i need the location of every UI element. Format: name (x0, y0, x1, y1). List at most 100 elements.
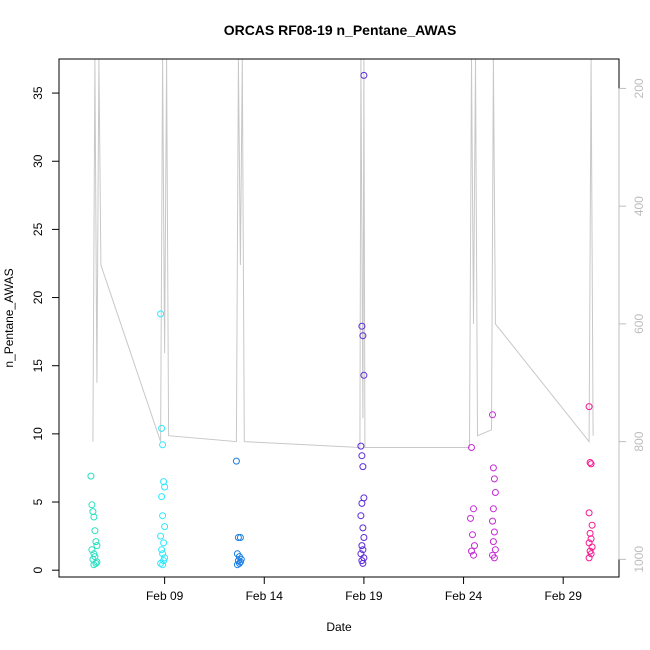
data-point (159, 561, 167, 569)
data-points (87, 71, 596, 569)
data-point (157, 532, 165, 540)
data-point (159, 512, 167, 520)
series-6 (585, 403, 596, 562)
data-point (235, 559, 243, 567)
x-tick-label: Feb 14 (246, 589, 284, 603)
data-point (358, 322, 366, 330)
y-tick-label: 25 (31, 222, 45, 236)
data-point (489, 505, 497, 513)
y-tick-label: 5 (31, 498, 45, 505)
data-point (157, 559, 165, 567)
data-point (585, 403, 593, 411)
data-point (159, 550, 167, 558)
background-trace (92, 58, 594, 449)
data-point (587, 550, 595, 558)
data-point (359, 332, 367, 340)
data-point (358, 452, 366, 460)
data-point (587, 535, 595, 543)
series-1 (87, 472, 101, 569)
x-tick-label: Feb 29 (545, 589, 583, 603)
data-point (490, 554, 498, 562)
data-point (360, 71, 368, 79)
y-axis-left: 0 5 10 15 20 25 30 35 (31, 86, 60, 574)
data-point (586, 459, 594, 466)
data-point (91, 527, 99, 535)
data-point (490, 475, 498, 483)
data-point (233, 561, 241, 569)
data-point (157, 310, 165, 318)
y-tick-label: 0 (31, 567, 45, 574)
y-tick-label: 15 (31, 359, 45, 373)
chart-title: ORCAS RF08-19 n_Pentane_AWAS (224, 22, 457, 38)
data-point (360, 371, 368, 379)
data-point (87, 472, 95, 480)
data-point (92, 559, 100, 567)
data-point (491, 489, 499, 496)
data-point (359, 546, 367, 554)
data-point (588, 543, 596, 551)
data-point (489, 538, 497, 546)
data-point (158, 546, 166, 554)
y2-tick-label: 800 (632, 431, 646, 451)
data-point (585, 554, 593, 562)
data-point (232, 457, 240, 465)
series-3 (232, 457, 245, 569)
y2-tick-label: 400 (632, 196, 646, 216)
data-point (489, 464, 497, 472)
x-tick-label: Feb 19 (345, 589, 383, 603)
data-point (159, 441, 167, 449)
data-point (359, 463, 367, 471)
data-point (236, 534, 244, 541)
series-4 (357, 71, 368, 567)
x-tick-label: Feb 09 (146, 589, 184, 603)
data-point (358, 499, 366, 507)
data-point (93, 542, 101, 550)
background-trace-line (92, 58, 594, 449)
data-point (357, 512, 365, 520)
data-point (587, 460, 595, 468)
data-point (158, 493, 166, 501)
y2-tick-label: 200 (632, 78, 646, 98)
y2-tick-label: 1000 (632, 546, 646, 573)
data-point (468, 444, 475, 451)
data-point (491, 546, 499, 554)
y-axis-label: n_Pentane_AWAS (2, 268, 16, 367)
y-tick-label: 20 (31, 291, 45, 305)
x-tick-label: Feb 24 (445, 589, 483, 603)
data-point (489, 411, 496, 419)
data-point (158, 424, 166, 432)
series-2 (157, 310, 169, 569)
data-point (359, 524, 367, 532)
data-point (588, 521, 596, 529)
data-point (471, 542, 478, 550)
data-point (469, 531, 476, 539)
y-axis-right: 200 400 600 800 1000 (618, 78, 646, 573)
x-axis: Feb 09 Feb 14 Feb 19 Feb 24 Feb 29 (146, 576, 583, 603)
data-point (357, 442, 365, 450)
data-point (468, 547, 475, 555)
y2-tick-label: 600 (632, 314, 646, 334)
data-point (470, 505, 477, 513)
data-point (490, 528, 498, 536)
series-5 (467, 411, 499, 562)
y-tick-label: 30 (31, 154, 45, 168)
data-point (470, 551, 477, 559)
data-point (360, 534, 368, 541)
data-point (90, 513, 98, 521)
x-axis-label: Date (326, 620, 352, 634)
data-point (358, 542, 366, 550)
y-tick-label: 10 (31, 427, 45, 441)
data-point (161, 523, 169, 531)
data-point (90, 561, 98, 569)
y-tick-label: 35 (31, 86, 45, 100)
data-point (92, 538, 100, 546)
data-point (88, 501, 96, 509)
data-point (489, 517, 496, 525)
data-point (467, 514, 474, 522)
data-point (160, 539, 168, 547)
data-point (161, 483, 169, 491)
data-point (88, 546, 96, 554)
data-point (359, 559, 367, 567)
